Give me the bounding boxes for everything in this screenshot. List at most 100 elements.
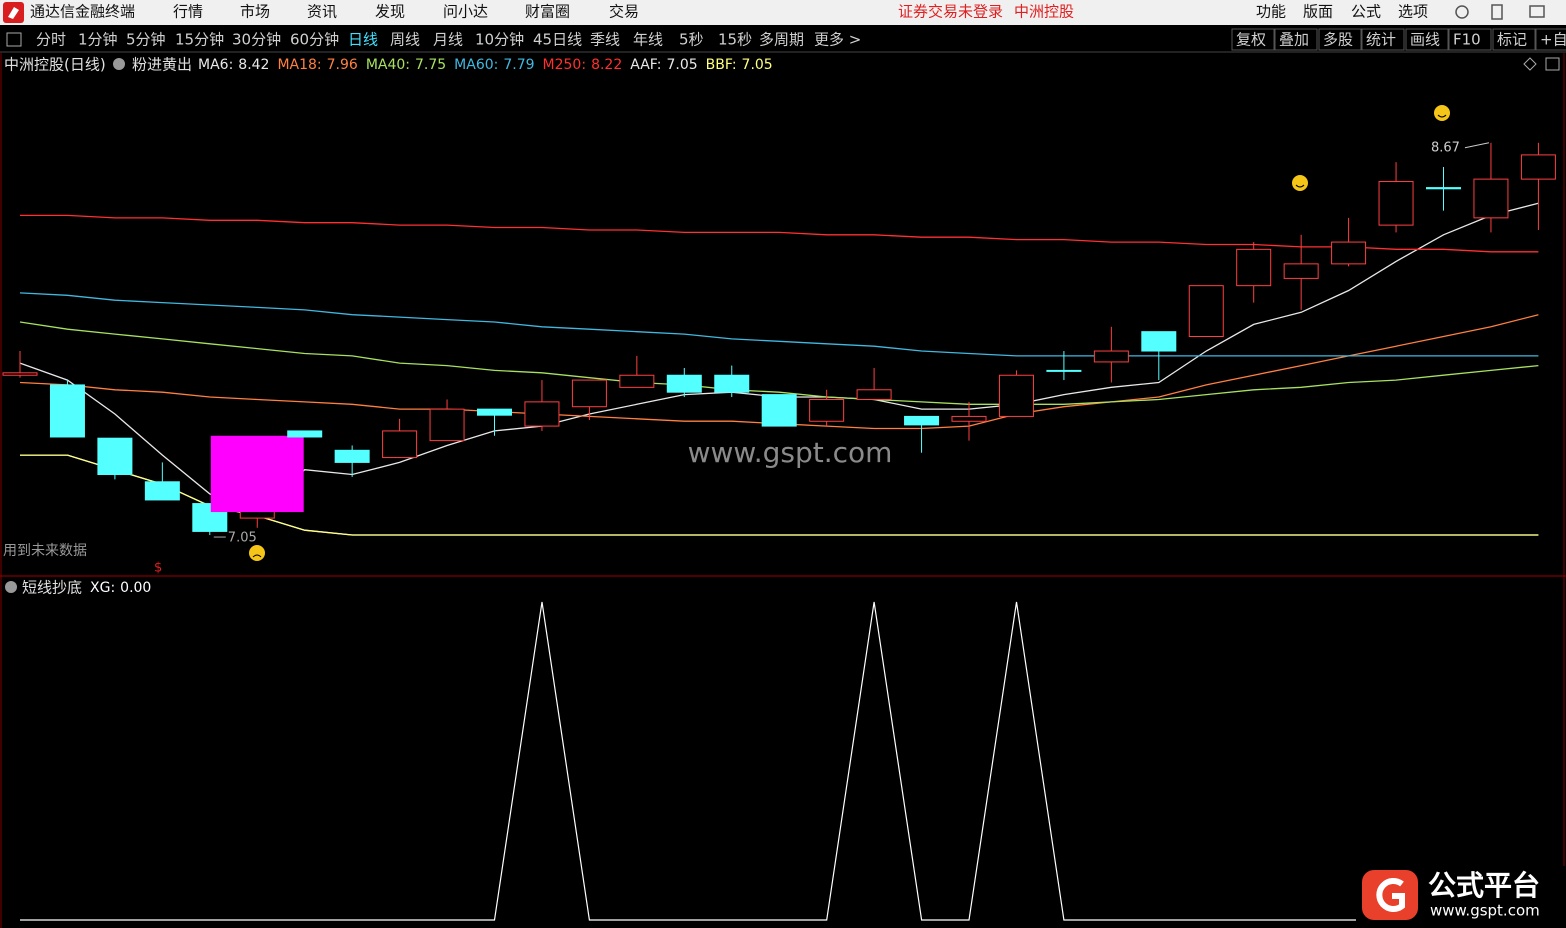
xg-line	[20, 601, 1539, 921]
ma-line	[20, 214, 1539, 253]
tool-button-frame	[1535, 28, 1566, 51]
legend-value: 0.00	[120, 580, 151, 596]
low-label: 7.05	[228, 531, 257, 546]
candle-body	[1473, 178, 1509, 219]
indicator-name: 粉进黄出	[132, 56, 192, 74]
period-tab[interactable]: 60分钟	[290, 31, 339, 49]
chart-title: 中洲控股(日线)	[4, 56, 106, 74]
legend-name: AAF:	[630, 57, 661, 73]
period-tab[interactable]: 30分钟	[232, 31, 281, 49]
candle-body	[1520, 154, 1556, 180]
candle-body	[904, 415, 940, 426]
period-tab[interactable]: 季线	[590, 31, 620, 49]
pane-icon[interactable]	[1545, 57, 1560, 71]
period-tab[interactable]: 多周期	[759, 31, 804, 49]
logo-glyph	[1376, 878, 1405, 912]
tool-button[interactable]: +自	[1540, 31, 1566, 49]
menu-item[interactable]: 财富圈	[525, 3, 570, 21]
refresh-icon[interactable]	[1455, 5, 1469, 19]
period-tab[interactable]: 15秒	[718, 31, 752, 49]
title-bar	[0, 0, 1566, 25]
window-icon[interactable]	[1529, 5, 1545, 18]
period-tab[interactable]: 1分钟	[78, 31, 118, 49]
ma-line	[19, 321, 1539, 405]
tool-button[interactable]: 叠加	[1279, 31, 1309, 49]
tool-button-frame	[1492, 28, 1536, 51]
tool-button-frame	[1361, 28, 1405, 51]
candle-body	[382, 430, 418, 459]
smile-icon	[1292, 175, 1308, 191]
app-icon-glyph	[8, 7, 19, 19]
candle-body	[1426, 187, 1461, 190]
title-button[interactable]: 选项	[1398, 3, 1428, 21]
tool-button[interactable]: 复权	[1236, 31, 1266, 49]
period-tab[interactable]: 15分钟	[175, 31, 224, 49]
restore-icon[interactable]	[1491, 4, 1503, 20]
legend-name: M250:	[543, 57, 587, 73]
candle-body	[1236, 248, 1272, 287]
period-tab[interactable]: 45日线	[533, 31, 582, 49]
candle-body	[809, 398, 845, 422]
high-arrow	[1464, 142, 1490, 149]
candle-body	[287, 430, 323, 438]
frown-icon	[249, 545, 265, 561]
logo-url: www.gspt.com	[1430, 902, 1540, 920]
menu-item[interactable]: 问小达	[443, 3, 488, 21]
menu-item[interactable]: 资讯	[307, 3, 337, 21]
legend-value: 7.79	[503, 57, 534, 73]
period-tab[interactable]: 10分钟	[475, 31, 524, 49]
candle-body	[998, 374, 1034, 417]
sidebar-toggle[interactable]	[6, 32, 22, 47]
period-tab[interactable]: 日线	[348, 31, 378, 49]
title-button[interactable]: 功能	[1256, 3, 1286, 21]
candle-body	[1331, 241, 1367, 265]
period-tab[interactable]: 分时	[36, 31, 66, 49]
title-button[interactable]: 公式	[1351, 3, 1381, 21]
menu-item[interactable]: 市场	[240, 3, 270, 21]
watermark: www.gspt.com	[688, 436, 893, 469]
title-button[interactable]: 版面	[1303, 3, 1333, 21]
menu-item[interactable]: 行情	[173, 3, 203, 21]
legend-value: 8.22	[591, 57, 622, 73]
candle-body	[429, 408, 465, 442]
period-tab[interactable]: 年线	[633, 31, 663, 49]
period-tab[interactable]: 月线	[433, 31, 463, 49]
tool-button[interactable]: 统计	[1366, 31, 1396, 49]
indicator-dropdown[interactable]	[5, 581, 17, 593]
toolbar	[0, 27, 1566, 52]
menu-item[interactable]: 交易	[609, 3, 639, 21]
candle-body	[1046, 369, 1082, 372]
smile-icon	[1434, 105, 1450, 121]
menu-item[interactable]: 发现	[375, 3, 405, 21]
legend-name: BBF:	[706, 57, 737, 73]
ma-line	[20, 454, 1539, 536]
period-tab[interactable]: 5分钟	[126, 31, 166, 49]
pane-icon[interactable]	[1523, 57, 1537, 71]
candle-body	[1283, 263, 1319, 279]
app-title: 通达信金融终端	[30, 3, 135, 21]
tool-button[interactable]: 多股	[1323, 31, 1353, 49]
tool-button[interactable]: 画线	[1410, 31, 1440, 49]
candle-body	[334, 449, 370, 463]
legend-name: MA6:	[198, 57, 233, 73]
candle-body	[1188, 285, 1224, 338]
indicator-title: 短线抄底	[22, 579, 82, 597]
candle-body	[97, 437, 133, 476]
indicator-dropdown[interactable]	[113, 58, 125, 70]
candle-body	[666, 374, 702, 393]
candle-body	[714, 374, 750, 393]
legend-value: 7.05	[666, 57, 697, 73]
period-tab[interactable]: 5秒	[679, 31, 704, 49]
pink-box	[210, 435, 304, 513]
period-tab[interactable]: 更多 >	[814, 31, 861, 49]
smile-mouth	[1437, 114, 1447, 118]
legend-value: 8.42	[238, 57, 269, 73]
candle-body	[619, 374, 655, 388]
status-text: 中洲控股	[1014, 3, 1074, 21]
tool-button[interactable]: F10	[1453, 31, 1481, 49]
tool-button[interactable]: 标记	[1497, 31, 1527, 49]
logo-title: 公式平台	[1428, 869, 1540, 902]
period-tab[interactable]: 周线	[390, 31, 420, 49]
